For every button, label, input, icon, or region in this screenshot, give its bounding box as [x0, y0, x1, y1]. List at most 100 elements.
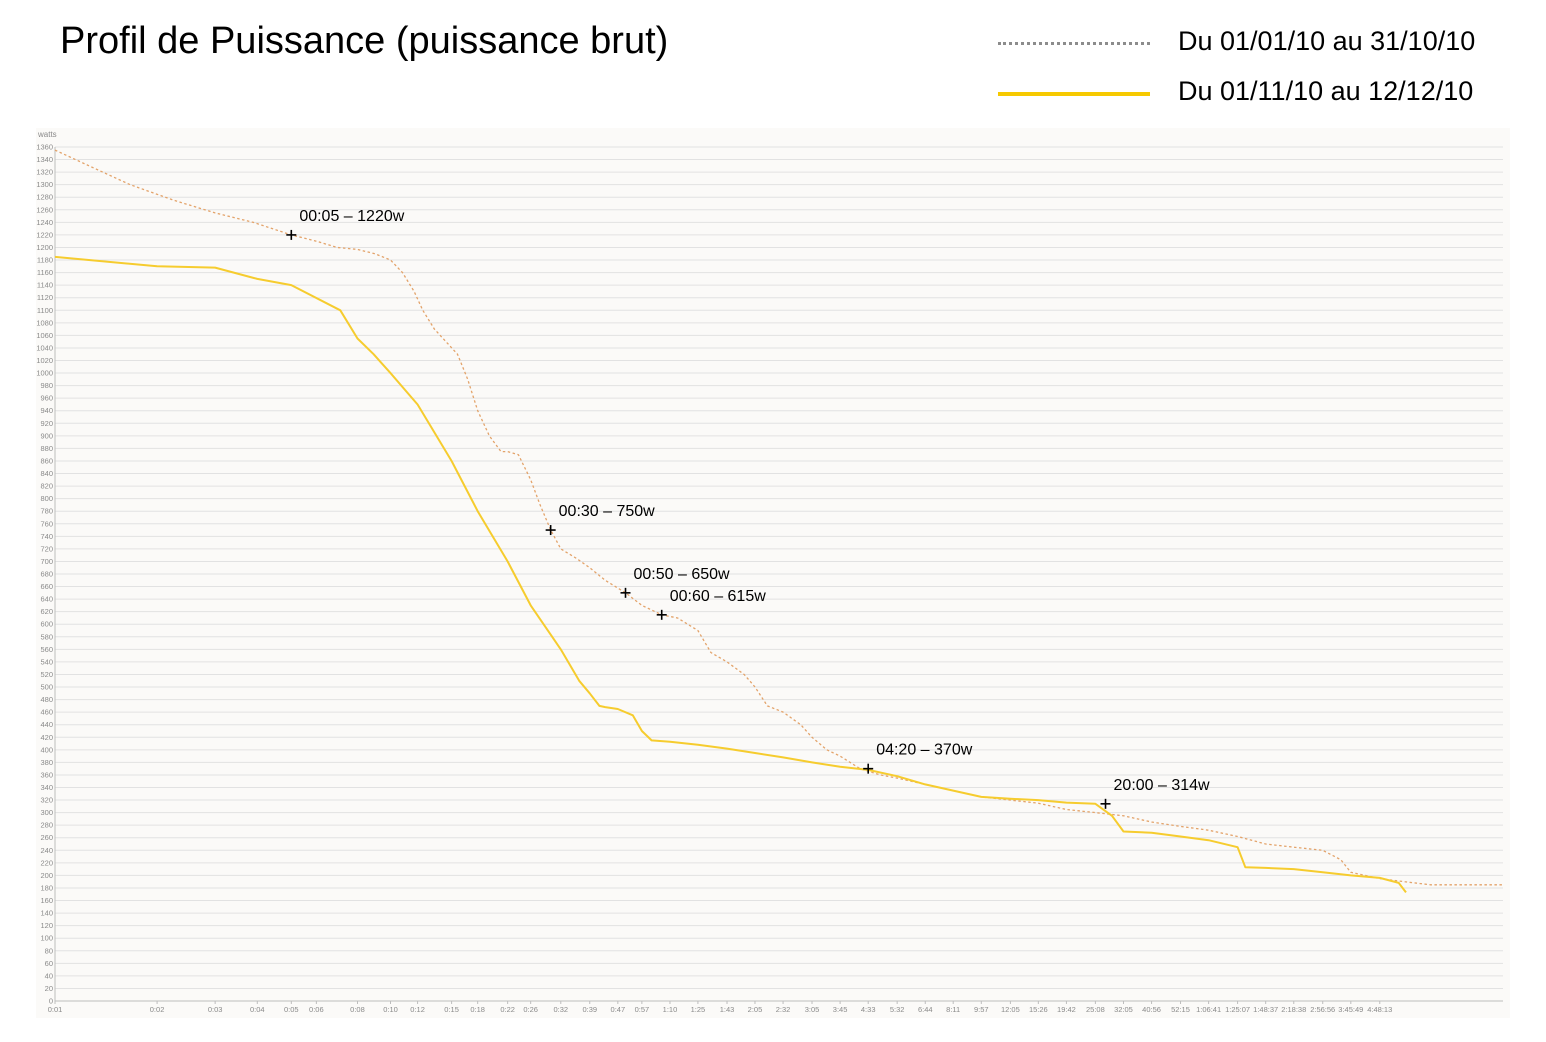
y-tick-label: 160	[40, 896, 53, 905]
x-tick-label: 2:05	[748, 1005, 763, 1014]
x-tick-labels: 0:01 0:02 0:03 0:04 0:05 0:06 0:08 0:10 0:12 0:15…	[48, 1005, 1393, 1014]
y-tick-label: 560	[40, 645, 53, 654]
y-tick-label: 620	[40, 607, 53, 616]
x-tick-label: 3:45	[833, 1005, 848, 1014]
y-tick-label: 960	[40, 394, 53, 403]
x-tick-label: 0:32	[553, 1005, 568, 1014]
annotation-label: 00:30 – 750w	[559, 503, 656, 520]
y-tick-label: 260	[40, 833, 53, 842]
x-tick-label: 0:57	[635, 1005, 650, 1014]
x-tick-label: 2:56:56	[1310, 1005, 1335, 1014]
annotation-layer: 00:05 – 1220w 00:30 – 750w 00:50 – 650w 00:…	[286, 208, 1210, 809]
y-tick-label: 120	[40, 921, 53, 930]
x-tick-label: 0:10	[383, 1005, 398, 1014]
y-tick-label: 1160	[37, 268, 53, 277]
y-tick-label: 1120	[37, 293, 53, 302]
legend-label-nov-dec: Du 01/11/10 au 12/12/10	[1178, 76, 1474, 106]
y-tick-label: 0	[49, 997, 53, 1006]
y-tick-label: 400	[40, 745, 53, 754]
y-tick-label: 580	[40, 632, 53, 641]
x-tick-label: 0:01	[48, 1005, 63, 1014]
y-tick-label: 760	[40, 519, 53, 528]
y-tick-label: 900	[40, 431, 53, 440]
power-profile-chart: watts 0 20 40 60 80 100 120 140 160 180 200 220 240 2…	[36, 128, 1510, 1018]
y-tick-label: 40	[45, 971, 53, 980]
y-tick-label: 1280	[36, 193, 53, 202]
legend-item-2010: Du 01/01/10 au 31/10/10	[998, 24, 1478, 64]
x-tick-label: 52:15	[1171, 1005, 1190, 1014]
y-tick-label: 1200	[36, 243, 53, 252]
grid-layer	[54, 146, 1503, 1004]
chart-title: Profil de Puissance (puissance brut)	[60, 20, 669, 62]
x-tick-label: 3:45:49	[1338, 1005, 1363, 1014]
x-tick-label: 1:06:41	[1196, 1005, 1221, 1014]
x-tick-label: 1:48:37	[1253, 1005, 1278, 1014]
x-tick-label: 1:25	[691, 1005, 706, 1014]
series-layer	[54, 149, 1503, 894]
y-tick-label: 920	[40, 419, 53, 428]
y-tick-label: 660	[40, 582, 53, 591]
x-tick-label: 0:02	[150, 1005, 165, 1014]
y-tick-label: 240	[40, 846, 53, 855]
x-tick-label: 8:11	[946, 1005, 960, 1014]
y-tick-label: 360	[40, 770, 53, 779]
y-tick-label: 540	[40, 657, 53, 666]
y-tick-labels: 0 20 40 60 80 100 120 140 160 180 200 220 240 260 280 3…	[36, 143, 53, 1006]
series-line-nov-dec	[54, 255, 1407, 894]
x-tick-label: 15:26	[1029, 1005, 1048, 1014]
x-tick-label: 0:18	[470, 1005, 485, 1014]
x-tick-label: 0:03	[208, 1005, 223, 1014]
x-tick-label: 0:26	[523, 1005, 538, 1014]
y-tick-label: 320	[40, 796, 53, 805]
y-tick-label: 220	[40, 858, 53, 867]
x-tick-label: 25:08	[1086, 1005, 1105, 1014]
x-tick-label: 4:33	[861, 1005, 876, 1014]
annotation-label: 00:50 – 650w	[634, 566, 731, 583]
x-tick-label: 32:05	[1114, 1005, 1133, 1014]
x-tick-label: 0:22	[500, 1005, 515, 1014]
chart-legend: Du 01/01/10 au 31/10/10 Du 01/11/10 au 1…	[998, 24, 1478, 114]
y-tick-label: 20	[45, 984, 53, 993]
y-tick-label: 1260	[36, 205, 53, 214]
y-tick-label: 180	[40, 883, 53, 892]
y-tick-label: 780	[40, 507, 53, 516]
annotation-label: 00:05 – 1220w	[299, 208, 404, 225]
y-tick-label: 340	[40, 783, 53, 792]
x-tick-label: 0:04	[250, 1005, 265, 1014]
plot-background	[36, 128, 1510, 1018]
y-tick-label: 520	[40, 670, 53, 679]
x-tick-label: 9:57	[974, 1005, 989, 1014]
y-tick-label: 1040	[36, 343, 53, 352]
annotation-label: 04:20 – 370w	[876, 742, 973, 759]
y-tick-label: 640	[40, 595, 53, 604]
legend-swatch-solid	[998, 92, 1150, 96]
y-tick-label: 1220	[36, 230, 53, 239]
x-tick-label: 0:06	[309, 1005, 324, 1014]
y-tick-label: 700	[40, 557, 53, 566]
y-tick-label: 720	[40, 544, 53, 553]
y-tick-label: 820	[40, 482, 53, 491]
y-tick-label: 1000	[36, 369, 53, 378]
y-tick-label: 1060	[36, 331, 53, 340]
y-tick-label: 1020	[36, 356, 53, 365]
x-tick-label: 2:32	[776, 1005, 791, 1014]
x-tick-label: 4:48:13	[1367, 1005, 1392, 1014]
y-tick-label: 300	[40, 808, 53, 817]
y-tick-label: 740	[40, 532, 53, 541]
x-tick-label: 12:05	[1001, 1005, 1020, 1014]
chart-area: watts 0 20 40 60 80 100 120 140 160 180 200 220 240 2…	[36, 128, 1510, 1018]
y-tick-label: 480	[40, 695, 53, 704]
x-tick-label: 0:12	[410, 1005, 425, 1014]
y-tick-label: 280	[40, 821, 53, 830]
y-tick-label: 80	[45, 946, 53, 955]
y-tick-label: 980	[40, 381, 53, 390]
annotation-label: 00:60 – 615w	[670, 588, 767, 605]
x-tick-label: 5:32	[890, 1005, 905, 1014]
y-tick-label: 1300	[36, 180, 53, 189]
y-tick-label: 460	[40, 708, 53, 717]
x-tick-label: 0:39	[582, 1005, 597, 1014]
y-axis-label: watts	[37, 130, 57, 139]
y-tick-label: 1100	[37, 306, 53, 315]
x-tick-label: 0:15	[444, 1005, 459, 1014]
x-tick-label: 1:43	[720, 1005, 735, 1014]
